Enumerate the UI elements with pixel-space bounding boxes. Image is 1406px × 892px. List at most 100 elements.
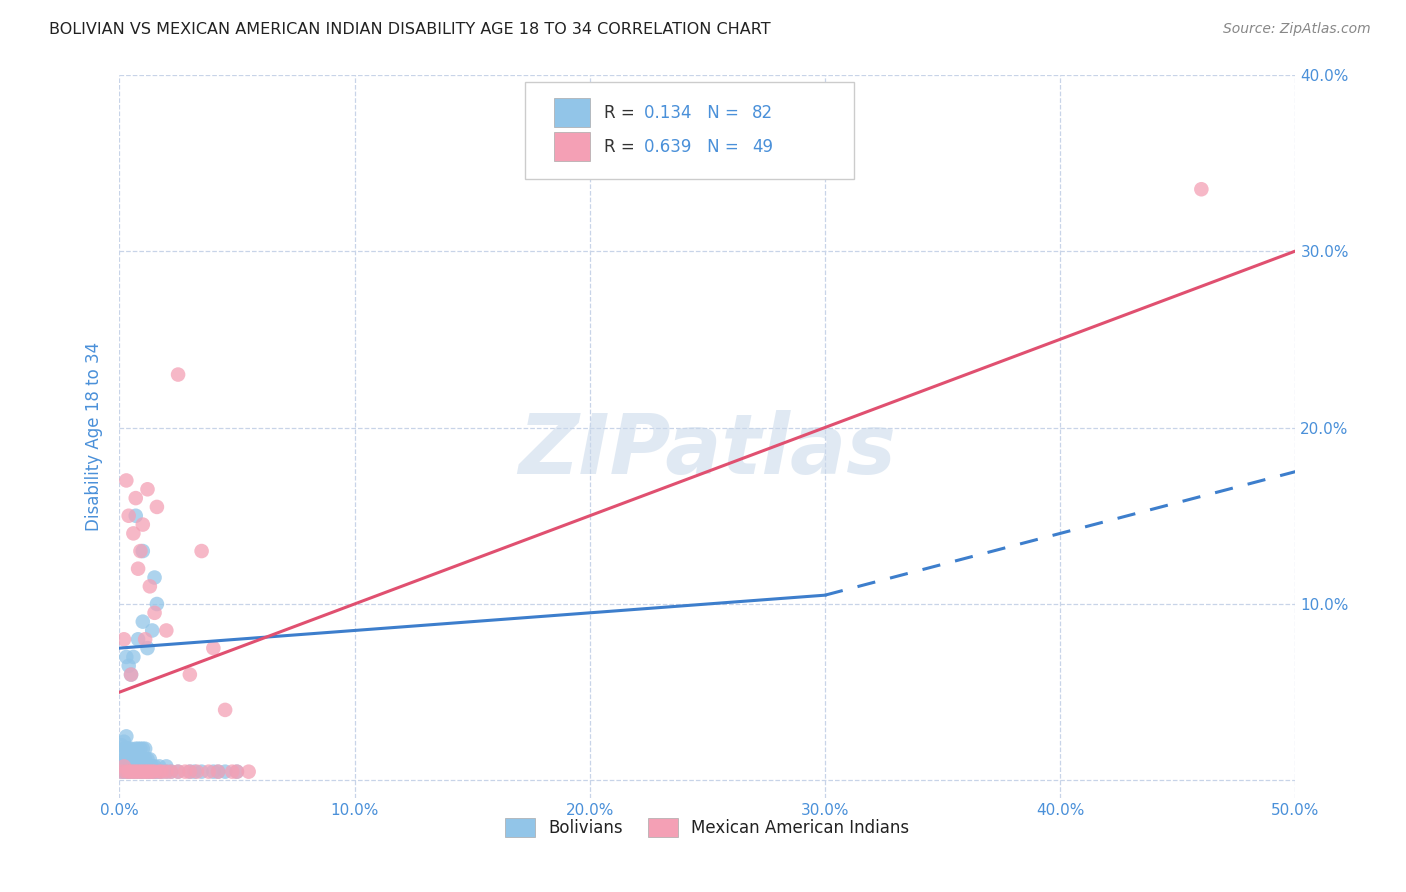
Point <box>179 764 201 779</box>
Point <box>146 500 169 514</box>
Point <box>118 752 141 766</box>
Point <box>134 764 156 779</box>
Point <box>136 764 159 779</box>
Text: ZIPatlas: ZIPatlas <box>519 410 896 491</box>
Point <box>129 759 152 773</box>
Point <box>115 764 138 779</box>
Point <box>186 764 208 779</box>
Point <box>120 741 142 756</box>
Point <box>127 759 149 773</box>
Point <box>167 764 190 779</box>
Point <box>115 752 138 766</box>
Point <box>207 764 229 779</box>
Point <box>221 764 243 779</box>
Point <box>127 741 149 756</box>
Point <box>112 741 135 756</box>
Point <box>202 641 225 656</box>
Point <box>115 759 138 773</box>
Point <box>143 606 166 620</box>
Point <box>118 658 141 673</box>
Point <box>111 764 134 779</box>
Point <box>214 764 236 779</box>
Point <box>141 624 163 638</box>
Point <box>143 764 166 779</box>
Point <box>179 764 201 779</box>
Point <box>1189 182 1212 196</box>
Point <box>111 738 134 752</box>
Point <box>150 764 173 779</box>
Point <box>125 508 148 523</box>
Point <box>190 764 212 779</box>
Point <box>141 759 163 773</box>
Point <box>155 764 177 779</box>
Point <box>127 562 149 576</box>
Point <box>125 759 148 773</box>
Point <box>120 667 142 681</box>
Text: 49: 49 <box>752 138 773 156</box>
Point <box>202 764 225 779</box>
Point <box>238 764 260 779</box>
Point <box>122 764 145 779</box>
Point <box>155 764 177 779</box>
Point <box>118 759 141 773</box>
Point <box>139 579 162 593</box>
Bar <box>554 98 589 128</box>
Point <box>167 764 190 779</box>
Point <box>112 752 135 766</box>
Point <box>132 741 155 756</box>
Point <box>132 615 155 629</box>
Point <box>122 752 145 766</box>
Text: 0.639   N =: 0.639 N = <box>644 138 744 156</box>
Point <box>127 764 149 779</box>
Bar <box>554 132 589 161</box>
Point <box>160 764 183 779</box>
Point <box>129 752 152 766</box>
Point <box>139 764 162 779</box>
Text: Source: ZipAtlas.com: Source: ZipAtlas.com <box>1223 22 1371 37</box>
Point <box>136 641 159 656</box>
Text: BOLIVIAN VS MEXICAN AMERICAN INDIAN DISABILITY AGE 18 TO 34 CORRELATION CHART: BOLIVIAN VS MEXICAN AMERICAN INDIAN DISA… <box>49 22 770 37</box>
Point <box>155 759 177 773</box>
Point <box>136 764 159 779</box>
Point <box>136 483 159 497</box>
Point <box>120 759 142 773</box>
Point <box>132 752 155 766</box>
Point <box>125 491 148 505</box>
Point <box>115 649 138 664</box>
Point <box>115 741 138 756</box>
Point <box>139 752 162 766</box>
Point <box>136 752 159 766</box>
Legend: Bolivians, Mexican American Indians: Bolivians, Mexican American Indians <box>499 812 917 844</box>
Point <box>134 764 156 779</box>
Point <box>132 759 155 773</box>
Point <box>134 741 156 756</box>
FancyBboxPatch shape <box>524 82 855 179</box>
Point <box>112 764 135 779</box>
Point <box>190 544 212 558</box>
Point <box>111 756 134 770</box>
Point <box>148 764 170 779</box>
Point <box>125 741 148 756</box>
Point <box>115 730 138 744</box>
Point <box>225 764 247 779</box>
Point <box>122 649 145 664</box>
Point <box>134 759 156 773</box>
Point <box>120 752 142 766</box>
Point <box>118 508 141 523</box>
Point <box>118 764 141 779</box>
Point <box>146 597 169 611</box>
Point <box>132 764 155 779</box>
Text: 0.134   N =: 0.134 N = <box>644 103 744 122</box>
Point <box>111 764 134 779</box>
Point <box>179 667 201 681</box>
Point <box>148 759 170 773</box>
Point <box>136 759 159 773</box>
Point <box>115 764 138 779</box>
Point <box>141 764 163 779</box>
Point <box>120 764 142 779</box>
Point <box>134 632 156 647</box>
Point <box>134 752 156 766</box>
Point <box>125 764 148 779</box>
Text: 82: 82 <box>752 103 773 122</box>
Point <box>132 764 155 779</box>
